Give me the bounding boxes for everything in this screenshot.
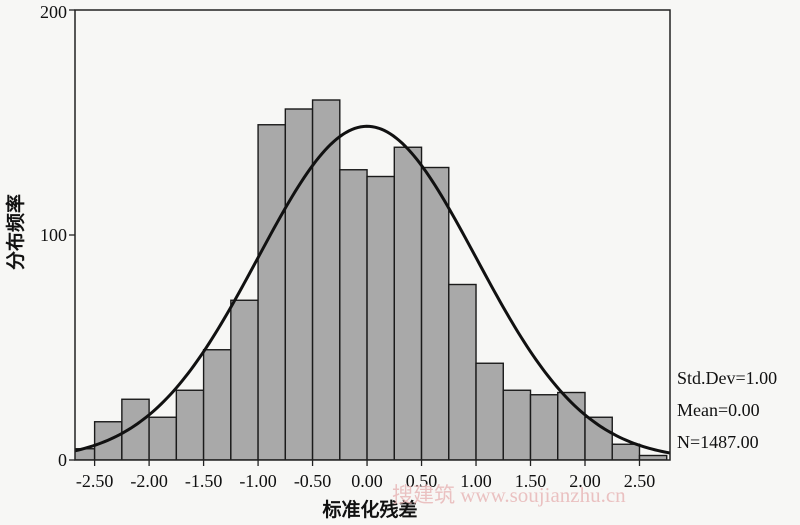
n-label: N=1487.00 xyxy=(677,432,759,452)
y-tick-label-1: 100 xyxy=(40,225,67,245)
histogram-bar-12 xyxy=(393,146,423,460)
histogram-bars xyxy=(75,99,668,460)
stats-legend: Std.Dev=1.00 Mean=0.00 N=1487.00 xyxy=(677,368,777,452)
x-tick-label-10: 2.50 xyxy=(624,471,656,491)
histogram-bar-20 xyxy=(611,443,641,460)
watermark: 搜建筑 www.soujianzhu.cn xyxy=(392,483,626,507)
histogram-bar-15 xyxy=(475,362,504,460)
x-tick-label-7: 1.00 xyxy=(460,471,492,491)
x-tick-label-9: 2.00 xyxy=(569,471,601,491)
histogram-bar-5 xyxy=(202,349,232,460)
histogram-bar-3 xyxy=(148,416,178,460)
histogram-bar-10 xyxy=(339,169,368,460)
x-tick-label-8: 1.50 xyxy=(515,471,547,491)
x-tick-label-5: 0.00 xyxy=(351,471,383,491)
y-tick-label-0: 0 xyxy=(58,450,67,470)
y-axis-label: 分布频率 xyxy=(4,194,27,270)
x-tick-label-1: -2.00 xyxy=(130,471,168,491)
y-axis-ticks: 0 100 200 xyxy=(40,2,75,470)
y-tick-label-2: 200 xyxy=(40,2,67,22)
histogram-bar-7 xyxy=(257,124,287,460)
histogram-bar-6 xyxy=(230,299,259,460)
histogram-bar-14 xyxy=(448,283,477,460)
x-tick-label-2: -1.50 xyxy=(185,471,223,491)
x-axis-ticks: -2.50 -2.00 -1.50 -1.00 -0.50 0.00 0.50 1.00 1.5… xyxy=(76,460,655,491)
histogram-bar-21 xyxy=(638,454,668,460)
x-tick-label-4: -0.50 xyxy=(294,471,332,491)
histogram-bar-13 xyxy=(420,166,450,460)
normal-curve xyxy=(75,124,670,455)
x-tick-label-0: -2.50 xyxy=(76,471,114,491)
histogram-bar-17 xyxy=(529,394,559,460)
histogram-bar-8 xyxy=(284,108,314,460)
x-tick-label-3: -1.00 xyxy=(239,471,277,491)
histogram-bar-4 xyxy=(175,389,205,460)
mean-label: Mean=0.00 xyxy=(677,400,760,420)
std-dev-label: Std.Dev=1.00 xyxy=(677,368,777,388)
x-axis-label: 标准化残差 xyxy=(322,498,417,521)
histogram-bar-9 xyxy=(311,99,341,460)
histogram-bar-11 xyxy=(366,175,395,460)
histogram-bar-16 xyxy=(502,389,532,460)
x-tick-label-6: 0.50 xyxy=(406,471,438,491)
